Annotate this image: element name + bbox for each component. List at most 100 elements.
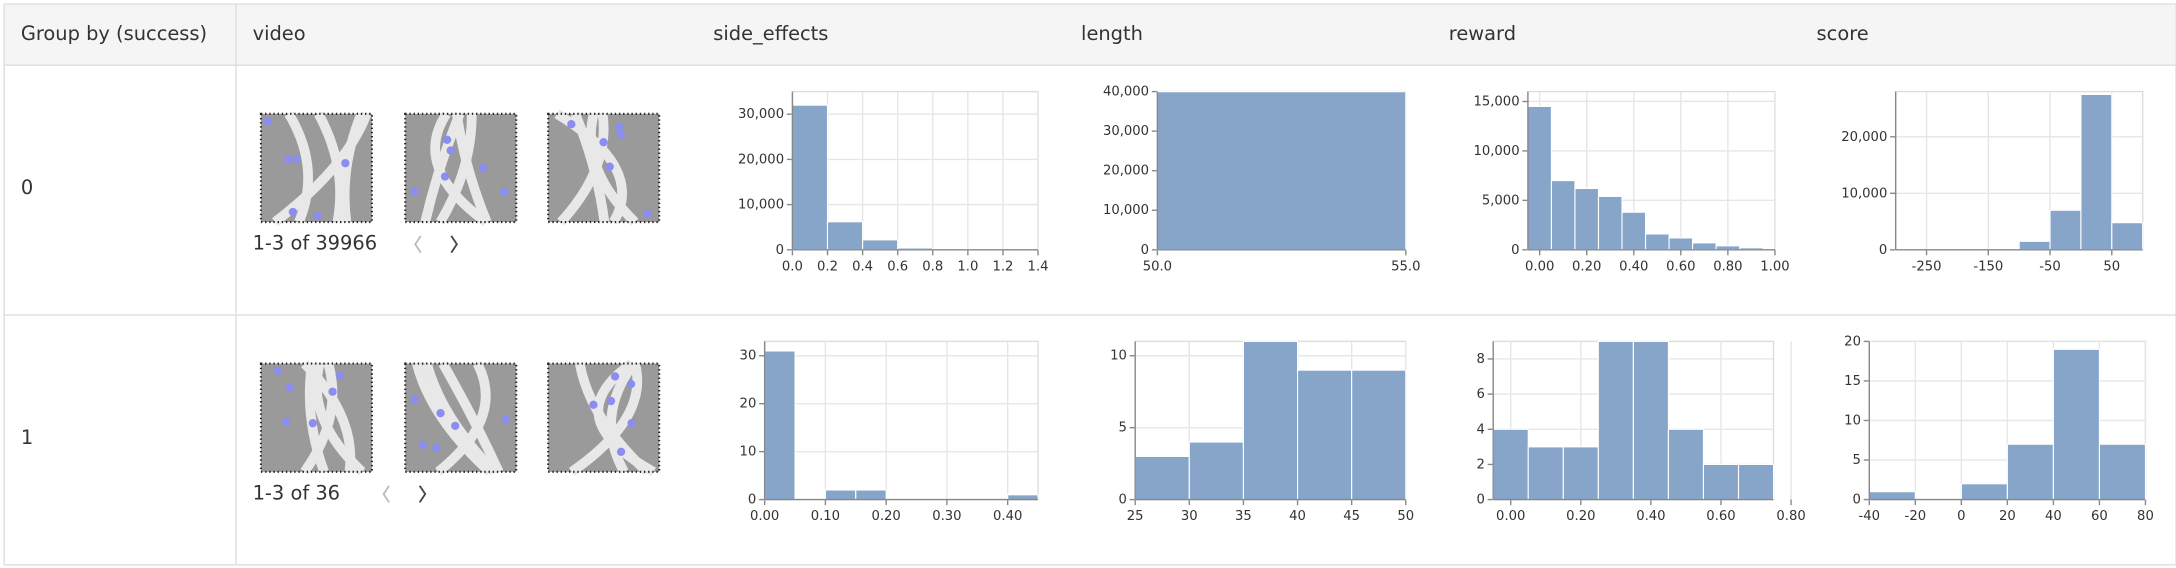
thumbnail-path — [435, 361, 491, 476]
x-tick-label: 30 — [1181, 509, 1198, 524]
bar — [1242, 340, 1299, 501]
x-tick-label: 0.0 — [782, 259, 803, 274]
x-tick-label: 40 — [1289, 509, 1306, 524]
thumbnail-dot — [643, 209, 652, 218]
thumbnail-path — [575, 362, 651, 476]
bar — [2006, 443, 2054, 501]
bar — [1644, 233, 1670, 251]
next-page[interactable] — [418, 485, 427, 503]
y-tick-label: 0 — [1879, 243, 1887, 258]
x-tick-label: 80 — [2137, 509, 2154, 524]
bar — [1621, 211, 1647, 251]
thumbnail-border — [259, 362, 373, 473]
thumbnail-dot — [341, 159, 350, 168]
thumbnail-dot — [410, 187, 419, 196]
y-tick-label: 0 — [1511, 243, 1519, 258]
y-tick-label: 0 — [1477, 493, 1485, 508]
group-value: 1 — [21, 426, 33, 449]
thumbnail-dot — [616, 447, 626, 456]
pagination: 1-3 of 36 — [253, 482, 340, 505]
histogram: 0 10,000 20,000 -250 -150 -50 50 — [1841, 90, 2144, 274]
column-header[interactable]: score — [1817, 22, 1869, 45]
thumbnail-dot — [328, 387, 337, 396]
x-tick-label: 0.80 — [1776, 509, 1805, 524]
bar — [826, 221, 864, 251]
bar — [1574, 187, 1600, 251]
column-header[interactable]: length — [1081, 22, 1143, 45]
x-tick-label: 1.0 — [957, 259, 978, 274]
thumbnail-dot — [501, 415, 511, 424]
column-header[interactable]: video — [253, 22, 306, 45]
thumbnail-dot — [626, 379, 636, 389]
thumbnail-border — [547, 362, 661, 473]
x-tick-label: 0.2 — [817, 259, 838, 274]
thumbnail-dot — [605, 162, 614, 171]
thumbnail-dot — [610, 372, 620, 381]
thumbnail-dot — [285, 383, 294, 392]
bar — [1550, 180, 1576, 251]
thumbnail-dot — [288, 207, 298, 217]
thumbnail-border — [259, 112, 373, 224]
y-tick-label: 20 — [740, 397, 757, 412]
prev-page[interactable] — [414, 235, 422, 254]
thumbnail-dot — [616, 130, 626, 139]
thumbnail-path — [284, 111, 313, 224]
group-value: 0 — [21, 176, 33, 199]
bar — [2111, 222, 2144, 251]
bar — [1667, 428, 1705, 501]
x-tick-label: 0.60 — [1666, 259, 1695, 274]
next-page[interactable] — [450, 235, 458, 254]
bar — [1668, 237, 1694, 251]
thumbnail-path — [422, 362, 498, 476]
x-tick-label: 45 — [1343, 509, 1360, 524]
x-tick-label: 0.6 — [887, 259, 908, 274]
thumbnail-dot — [335, 371, 345, 380]
thumbnail-path — [339, 111, 366, 223]
thumbnail-dot — [443, 135, 452, 144]
bar — [1492, 428, 1529, 501]
y-tick-label: 8 — [1477, 352, 1485, 367]
histogram: 0 2 4 6 8 0.00 0.20 0.40 0.60 0.80 — [1477, 340, 1806, 524]
thumbnail-dot — [410, 395, 419, 404]
thumbnail-dot — [599, 138, 608, 147]
thumbnail-dot — [627, 419, 636, 428]
column-header[interactable]: side_effects — [713, 22, 828, 45]
column-header[interactable]: Group by (success) — [21, 22, 207, 45]
bar — [1597, 195, 1623, 251]
x-tick-label: 50 — [2103, 259, 2120, 274]
thumbnail-dot — [589, 400, 598, 409]
y-tick-label: 10 — [740, 445, 757, 460]
histogram: 0 10,000 20,000 30,000 40,000 50.0 55.0 — [1103, 85, 1420, 275]
thumbnail-border — [547, 112, 661, 224]
y-tick-label: 30,000 — [1103, 124, 1149, 139]
bar — [1527, 105, 1552, 251]
y-tick-label: 20,000 — [738, 152, 784, 167]
bar — [2049, 209, 2082, 251]
thumbnail-dot — [606, 396, 616, 406]
x-tick-label: 1.4 — [1028, 259, 1049, 274]
thumbnail-dot — [283, 155, 293, 164]
y-tick-label: 15 — [1844, 374, 1861, 389]
y-tick-label: 10,000 — [1473, 144, 1519, 159]
prev-page[interactable] — [382, 485, 390, 503]
bar — [862, 239, 899, 251]
thumbnail-dot — [446, 146, 455, 155]
thumbnail-dot — [451, 421, 460, 431]
x-tick-label: 0.40 — [993, 509, 1022, 524]
x-tick-label: 0.60 — [1706, 509, 1735, 524]
bar — [1632, 340, 1669, 501]
bar — [791, 104, 829, 251]
bar — [1527, 446, 1564, 501]
thumbnail-dot — [418, 440, 427, 450]
thumbnail-path — [314, 111, 345, 223]
bar — [1351, 369, 1407, 501]
x-tick-label: 0.20 — [1566, 509, 1595, 524]
x-tick-label: 0.4 — [852, 259, 873, 274]
pagination: 1-3 of 39966 — [253, 232, 377, 255]
column-header[interactable]: reward — [1449, 22, 1516, 45]
y-tick-label: 10 — [1110, 349, 1127, 364]
bar — [2080, 93, 2113, 251]
x-tick-label: 55.0 — [1391, 259, 1420, 274]
histogram: 0 5 10 25 30 35 40 45 50 — [1110, 340, 1414, 524]
